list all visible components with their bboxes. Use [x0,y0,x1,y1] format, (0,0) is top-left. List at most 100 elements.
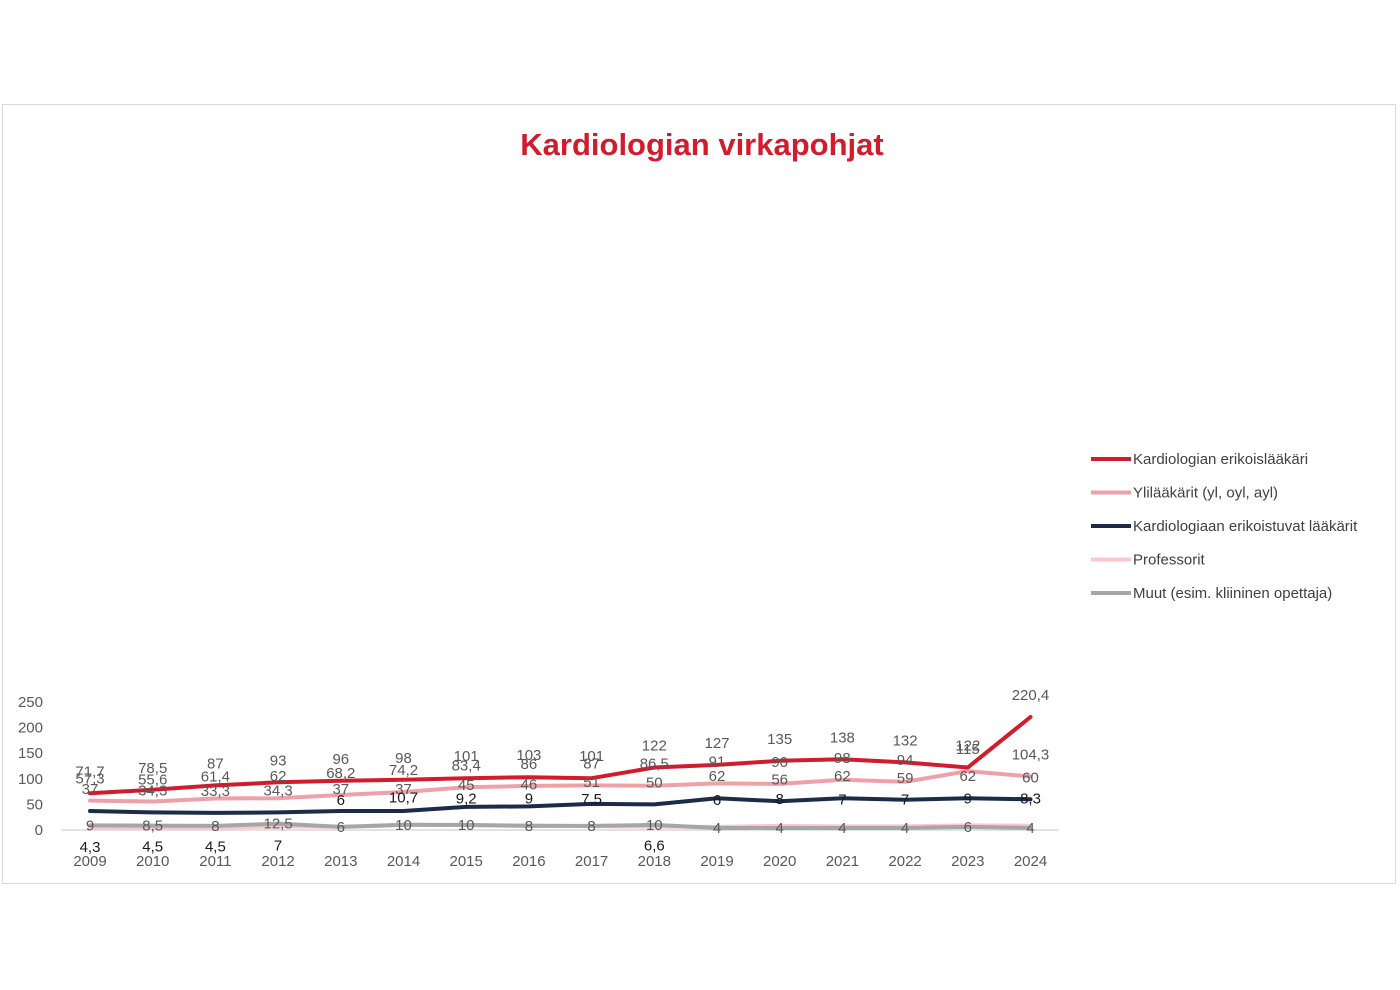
data-label: 74,2 [389,762,418,779]
x-tick-label: 2022 [888,853,921,870]
data-label: 8 [776,791,784,808]
data-label: 98 [834,750,851,767]
data-label: 7,5 [581,791,602,808]
data-label: 8 [587,818,595,835]
data-label: 6 [713,792,721,809]
data-label: 78,5 [138,760,167,777]
data-label: 4,5 [142,839,163,856]
data-label: 83,4 [452,757,481,774]
data-label: 12,5 [263,816,292,833]
data-label: 62 [270,768,287,785]
x-tick-label: 2013 [324,853,357,870]
data-label: 94 [897,752,914,769]
x-tick-label: 2010 [136,853,169,870]
x-tick-label: 2024 [1014,853,1047,870]
legend-label: Kardiologiaan erikoistuvat lääkärit [1133,518,1358,535]
x-tick-label: 2023 [951,853,984,870]
data-label: 4,3 [80,839,101,856]
data-label: 8 [211,818,219,835]
data-label: 98 [395,750,412,767]
data-label: 135 [767,731,792,748]
data-label: 115 [956,741,980,758]
data-label: 87 [583,755,600,772]
data-label: 104,3 [1012,747,1050,764]
legend-label: Muut (esim. kliininen opettaja) [1133,585,1332,602]
y-tick-label: 50 [26,796,43,813]
data-label: 7 [838,791,846,808]
data-label: 10 [458,817,475,834]
x-tick-label: 2009 [73,853,106,870]
data-label: 37 [395,781,412,798]
x-tick-label: 2011 [199,853,231,870]
data-label: 46 [521,776,538,793]
y-tick-label: 250 [18,694,43,711]
data-label: 220,4 [1012,687,1050,704]
data-label: 86 [521,756,538,773]
data-label: 61,4 [201,769,230,786]
data-label: 91 [709,753,726,770]
data-label: 132 [893,732,918,749]
data-label: 50 [646,774,663,791]
data-label: 96 [332,751,349,768]
series-line-2 [88,796,1033,815]
data-label: 37 [82,781,99,798]
y-axis: 0 50 100 150 200 250 [18,694,43,839]
x-tick-label: 2020 [763,853,796,870]
series-line-4 [88,821,1033,830]
data-label: 62 [709,768,726,785]
data-label: 122 [955,737,980,754]
data-label: 57,3 [75,771,104,788]
data-label: 9 [525,790,533,807]
legend-label: Professorit [1133,552,1206,569]
data-label: 45 [458,777,475,794]
data-label: 4 [901,820,909,837]
data-label: 127 [704,735,729,752]
data-label: 86,5 [640,756,669,773]
data-label: 122 [642,737,667,754]
data-label: 4 [713,820,721,837]
data-label: 8,3 [1020,791,1041,808]
data-label: 59 [897,770,914,787]
data-label: 33,3 [201,783,230,800]
data-label: 9,2 [456,790,477,807]
x-tick-label: 2021 [826,853,859,870]
data-label: 10 [395,817,412,834]
legend-label: Ylilääkärit (yl, oyl, ayl) [1133,485,1278,502]
data-label: 4 [1026,820,1034,837]
line-chart: Kardiologian virkapohjat 0 50 100 150 200 250… [18,127,1358,870]
data-label: 8,5 [142,818,163,835]
data-label: 55,6 [138,772,167,789]
data-label: 51 [583,774,600,791]
data-label: 101 [579,748,604,765]
series-group [88,715,1033,830]
data-label: 8 [525,818,533,835]
y-tick-label: 0 [35,822,43,839]
data-label: 90 [771,754,788,771]
data-label: 62 [959,768,976,785]
x-tick-label: 2012 [261,853,294,870]
data-label: 6 [337,792,345,809]
data-label: 4,5 [205,839,226,856]
data-label: 71,7 [75,763,104,780]
data-label: 68,2 [326,765,355,782]
x-axis: 2009 2010 2011 2012 2013 2014 2015 2016 2017 2018… [61,829,1059,870]
x-tick-label: 2018 [638,853,671,870]
legend-label: Kardiologian erikoislääkäri [1133,451,1308,468]
data-label: 138 [830,729,855,746]
data-label: 9 [964,790,972,807]
data-label: 7 [901,791,909,808]
x-tick-label: 2017 [575,853,608,870]
series-line-1 [88,769,1033,804]
data-label: 34,3 [138,782,167,799]
chart-title: Kardiologian virkapohjat [520,127,883,162]
data-label: 93 [270,752,287,769]
data-label: 4 [838,820,846,837]
data-label: 6,6 [644,838,665,855]
y-tick-label: 100 [18,771,43,788]
x-tick-label: 2015 [450,853,483,870]
data-label: 101 [454,748,479,765]
data-label: 4 [776,820,784,837]
x-tick-label: 2016 [512,853,545,870]
x-tick-label: 2014 [387,853,420,870]
